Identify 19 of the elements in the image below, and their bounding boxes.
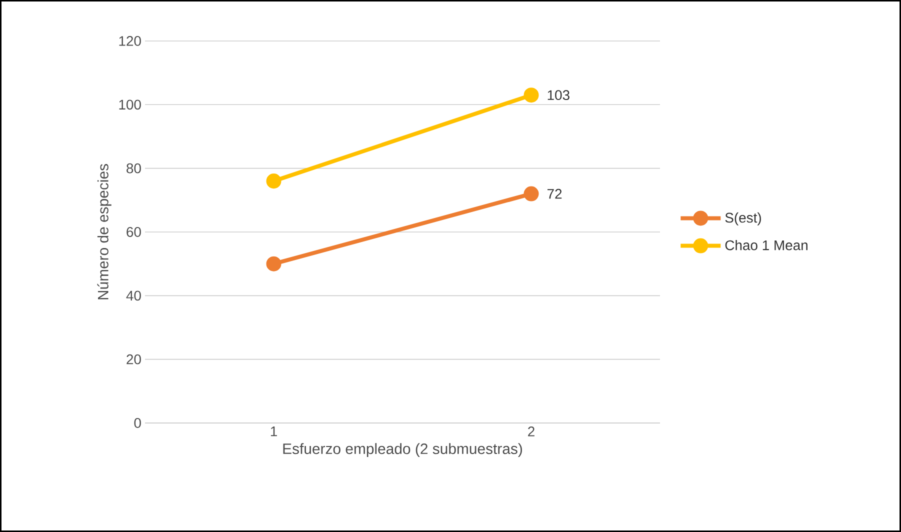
- legend-label: Chao 1 Mean: [725, 240, 808, 250]
- point: [266, 256, 282, 272]
- y-tick-label: 80: [126, 163, 141, 174]
- y-axis-title: Número de especies: [97, 164, 112, 300]
- point: [266, 174, 282, 189]
- x-tick-label: 2: [528, 426, 534, 436]
- y-tick-label: 40: [126, 290, 141, 301]
- point: [524, 186, 539, 202]
- y-tick-label: 120: [119, 36, 141, 46]
- data-label: 103: [548, 90, 570, 100]
- data-label: 72: [547, 188, 562, 199]
- y-tick-label: 100: [119, 100, 141, 110]
- y-tick-label: 60: [126, 227, 141, 237]
- x-tick-label: 1: [270, 426, 277, 436]
- y-tick-label: 0: [134, 418, 141, 428]
- y-tick-label: 20: [126, 354, 141, 364]
- legend-label: S(est): [725, 212, 761, 226]
- x-axis-title: Esfuerzo empleado (2 submuestras): [283, 443, 522, 458]
- point: [524, 88, 539, 103]
